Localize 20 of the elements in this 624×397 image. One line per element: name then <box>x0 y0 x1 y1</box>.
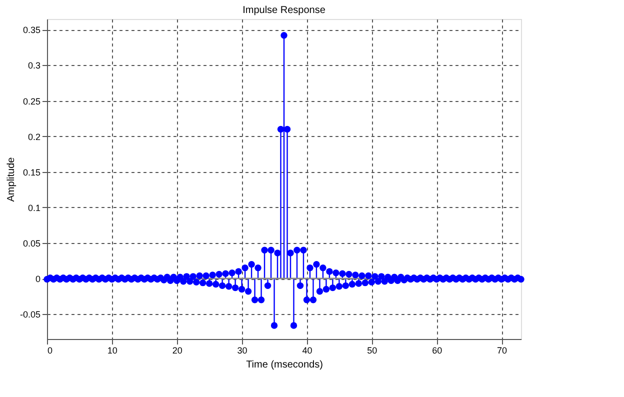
y-tick-label: 0.25 <box>22 96 40 106</box>
y-tick-label: 0.2 <box>28 132 40 142</box>
y-tick-label: 0.1 <box>28 202 40 213</box>
x-tick-label: 30 <box>237 346 248 356</box>
x-tick-label: 0 <box>48 346 53 356</box>
x-axis-title: Time (mseconds) <box>246 360 323 370</box>
x-tick-label: 70 <box>497 346 508 356</box>
y-tick-label: -0.05 <box>20 310 40 320</box>
x-tick-label: 50 <box>367 346 378 356</box>
y-tick-label: 0.05 <box>22 238 40 248</box>
y-tick-label: 0 <box>35 274 40 284</box>
x-tick-label: 40 <box>302 346 312 356</box>
chart-title: Impulse Response <box>242 5 326 16</box>
y-tick-label: 0.3 <box>28 60 40 71</box>
x-tick-label: 10 <box>107 346 118 356</box>
y-axis-title: Amplitude <box>6 156 17 202</box>
y-tick-label: 0.35 <box>22 25 40 36</box>
y-tick-label: 0.15 <box>22 167 40 178</box>
x-tick-label: 60 <box>432 346 442 356</box>
x-tick-label: 20 <box>172 346 182 356</box>
